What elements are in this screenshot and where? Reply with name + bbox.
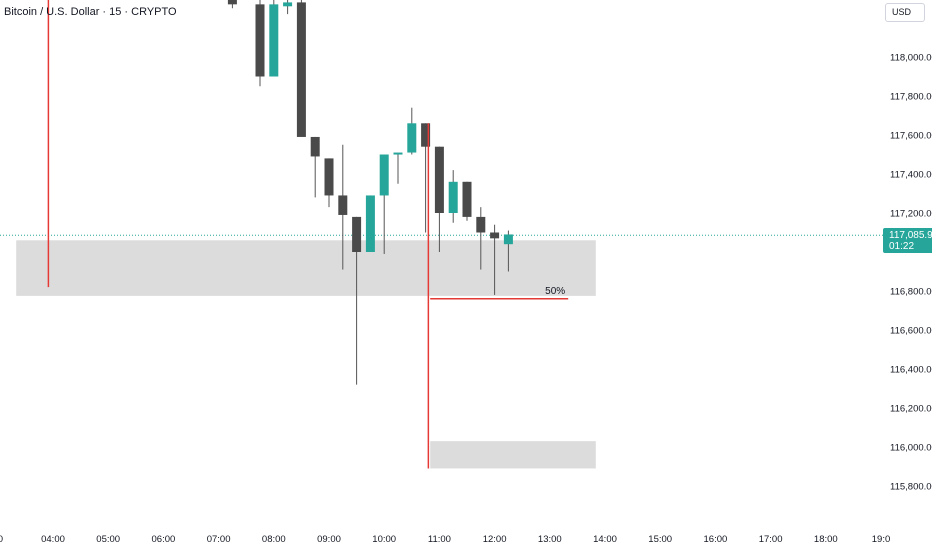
candle-body-15 bbox=[448, 181, 458, 213]
marker-label-2: 50% bbox=[545, 286, 565, 297]
candle-body-2 bbox=[269, 4, 279, 77]
candle-body-10 bbox=[379, 154, 389, 196]
x-tick-label-14: 17:00 bbox=[759, 534, 783, 545]
candle-body-4 bbox=[296, 2, 306, 137]
x-tick-label-10: 13:00 bbox=[538, 534, 562, 545]
candle-body-6 bbox=[324, 158, 334, 196]
x-tick-label-0: 00 bbox=[0, 534, 3, 545]
last-price-tag: 117,085.99 01:22 bbox=[883, 228, 932, 253]
x-tick-label-8: 11:00 bbox=[428, 534, 451, 545]
y-tick-label-8: 116,200.00 bbox=[890, 404, 932, 415]
bar-countdown: 01:22 bbox=[889, 241, 915, 252]
candle-body-18 bbox=[490, 232, 500, 239]
y-tick-label-1: 117,800.00 bbox=[890, 92, 932, 103]
candle-body-1 bbox=[255, 4, 265, 77]
y-tick-label-7: 116,400.00 bbox=[890, 365, 932, 376]
x-tick-label-1: 04:00 bbox=[41, 534, 65, 545]
candle-body-12 bbox=[407, 123, 417, 153]
x-tick-label-9: 12:00 bbox=[483, 534, 507, 545]
y-tick-label-3: 117,400.00 bbox=[890, 170, 932, 181]
x-tick-label-16: 19:0 bbox=[872, 534, 891, 545]
y-tick-label-0: 118,000.00 bbox=[890, 53, 932, 64]
candle-body-5 bbox=[310, 136, 320, 157]
x-tick-label-2: 05:00 bbox=[96, 534, 120, 545]
candle-body-8 bbox=[352, 216, 362, 252]
x-tick-label-13: 16:00 bbox=[704, 534, 728, 545]
x-tick-label-11: 14:00 bbox=[593, 534, 617, 545]
chart-title: Bitcoin / U.S. Dollar · 15 · CRYPTO bbox=[4, 6, 177, 18]
candle-body-16 bbox=[462, 181, 472, 217]
candle-body-14 bbox=[434, 146, 444, 213]
candle-body-13 bbox=[421, 123, 431, 147]
zone-0 bbox=[16, 240, 596, 296]
y-tick-label-6: 116,600.00 bbox=[890, 326, 932, 337]
x-tick-label-6: 09:00 bbox=[317, 534, 341, 545]
candle-body-11 bbox=[393, 152, 403, 155]
x-tick-label-3: 06:00 bbox=[152, 534, 176, 545]
x-tick-label-5: 08:00 bbox=[262, 534, 286, 545]
candle-body-3 bbox=[283, 2, 293, 7]
y-tick-label-9: 116,000.00 bbox=[890, 443, 932, 454]
candle-body-17 bbox=[476, 216, 486, 233]
candle-body-7 bbox=[338, 195, 348, 215]
x-tick-label-4: 07:00 bbox=[207, 534, 231, 545]
y-tick-label-10: 115,800.00 bbox=[890, 482, 932, 493]
y-tick-label-2: 117,600.00 bbox=[890, 131, 932, 142]
currency-button[interactable]: USD bbox=[885, 3, 925, 22]
candle-body-9 bbox=[365, 195, 375, 252]
candle-body-0 bbox=[227, 0, 237, 5]
y-tick-label-5: 116,800.00 bbox=[890, 287, 932, 298]
y-tick-label-4: 117,200.00 bbox=[890, 209, 932, 220]
candle-body-19 bbox=[503, 234, 513, 245]
x-tick-label-15: 18:00 bbox=[814, 534, 838, 545]
last-price-value: 117,085.99 bbox=[889, 230, 932, 241]
x-tick-label-7: 10:00 bbox=[372, 534, 396, 545]
x-tick-label-12: 15:00 bbox=[648, 534, 672, 545]
zone-1 bbox=[430, 441, 596, 469]
